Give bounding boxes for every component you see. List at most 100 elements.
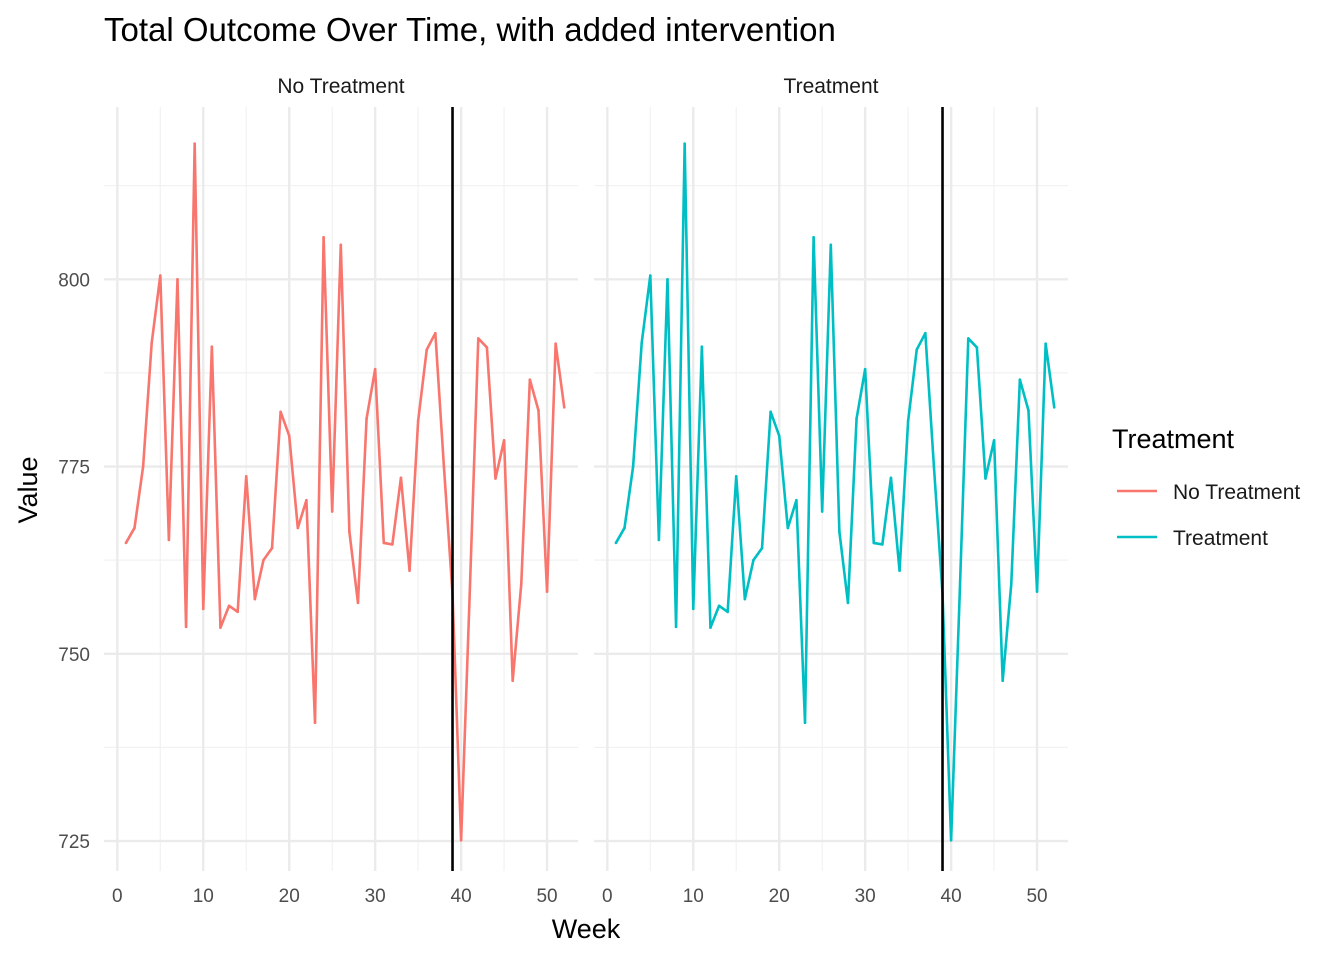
data-point — [365, 417, 368, 420]
y-axis-title: Value — [13, 456, 43, 523]
data-point — [743, 597, 747, 601]
data-point — [855, 417, 858, 420]
data-point — [949, 838, 953, 842]
x-tick-label: 0 — [602, 886, 613, 907]
data-point — [545, 590, 549, 593]
data-point — [803, 721, 807, 724]
data-point — [219, 626, 222, 629]
data-point — [1001, 679, 1004, 683]
y-tick-label: 775 — [58, 458, 90, 479]
data-point — [519, 582, 523, 586]
data-point — [201, 607, 205, 611]
data-point — [330, 510, 334, 513]
y-tick-label: 725 — [58, 832, 90, 853]
data-point — [141, 465, 145, 468]
x-tick-label: 40 — [941, 886, 962, 907]
data-point — [425, 348, 429, 351]
panel-no-treatment: No Treatment 0 10 20 30 40 50 — [104, 75, 578, 907]
data-point — [227, 604, 231, 608]
x-tick-label: 40 — [451, 886, 472, 907]
x-tick-label: 10 — [683, 886, 704, 907]
data-point — [270, 546, 274, 550]
data-point — [975, 346, 979, 349]
data-point — [468, 592, 472, 596]
data-point — [691, 607, 695, 611]
data-point — [382, 541, 386, 545]
data-point — [795, 498, 798, 502]
data-point — [812, 236, 815, 239]
data-point — [958, 592, 962, 596]
data-point — [253, 597, 257, 601]
facet-strip-label: Treatment — [784, 75, 879, 98]
data-point — [631, 465, 635, 468]
data-point — [296, 526, 300, 530]
data-point — [434, 331, 437, 335]
data-point — [167, 538, 171, 542]
data-point — [777, 434, 781, 438]
x-tick-label: 10 — [193, 886, 214, 907]
data-point — [769, 410, 772, 414]
panels: No Treatment 0 10 20 30 40 50 Treatment 0 10 20 30 4… — [58, 75, 1068, 907]
data-point — [502, 439, 506, 442]
data-point — [124, 541, 128, 545]
data-point — [1009, 582, 1013, 586]
data-point — [236, 610, 239, 614]
data-point — [984, 477, 987, 480]
facet-strip-label: No Treatment — [277, 75, 404, 98]
data-point — [614, 541, 618, 545]
data-point — [305, 498, 308, 502]
data-point — [992, 439, 996, 442]
data-point — [1044, 342, 1047, 345]
data-point — [786, 526, 790, 530]
data-point — [734, 474, 738, 478]
y-axis: 725 750 775 800 — [58, 270, 90, 853]
data-point — [820, 510, 824, 513]
data-point — [863, 367, 867, 371]
data-point — [760, 546, 764, 550]
data-point — [924, 331, 927, 335]
series-line-no-treatment — [124, 142, 566, 842]
data-point — [1052, 406, 1056, 409]
data-point — [287, 434, 291, 438]
data-point — [184, 625, 188, 629]
data-point — [554, 342, 557, 345]
data-point — [829, 243, 833, 247]
data-point — [752, 558, 755, 562]
data-point — [838, 530, 841, 533]
legend-label: No Treatment — [1173, 481, 1300, 504]
data-point — [133, 526, 136, 530]
legend-title: Treatment — [1112, 424, 1235, 454]
data-point — [666, 277, 669, 281]
data-point — [1018, 378, 1022, 381]
data-point — [657, 538, 661, 542]
data-point — [150, 341, 154, 345]
data-point — [674, 625, 678, 629]
data-point — [623, 526, 626, 530]
data-point — [279, 410, 282, 414]
data-point — [846, 601, 850, 605]
data-point — [717, 604, 721, 608]
data-point — [459, 838, 463, 842]
data-point — [709, 626, 712, 629]
data-point — [726, 610, 729, 614]
data-point — [537, 409, 540, 412]
x-tick-label: 30 — [855, 886, 876, 907]
x-axis-title: Week — [552, 914, 621, 944]
x-tick-label: 50 — [536, 886, 557, 907]
data-point — [872, 541, 876, 545]
data-point — [193, 142, 196, 146]
data-point — [244, 474, 248, 478]
y-tick-label: 800 — [58, 270, 90, 291]
x-tick-label: 0 — [112, 886, 123, 907]
data-point — [967, 337, 970, 340]
data-point — [898, 569, 901, 572]
data-point — [1027, 409, 1030, 412]
data-point — [485, 346, 489, 349]
x-tick-label: 20 — [279, 886, 300, 907]
data-point — [313, 721, 317, 724]
legend: Treatment No Treatment Treatment — [1112, 424, 1300, 550]
data-point — [889, 476, 893, 480]
data-point — [640, 341, 644, 345]
data-point — [399, 476, 403, 480]
